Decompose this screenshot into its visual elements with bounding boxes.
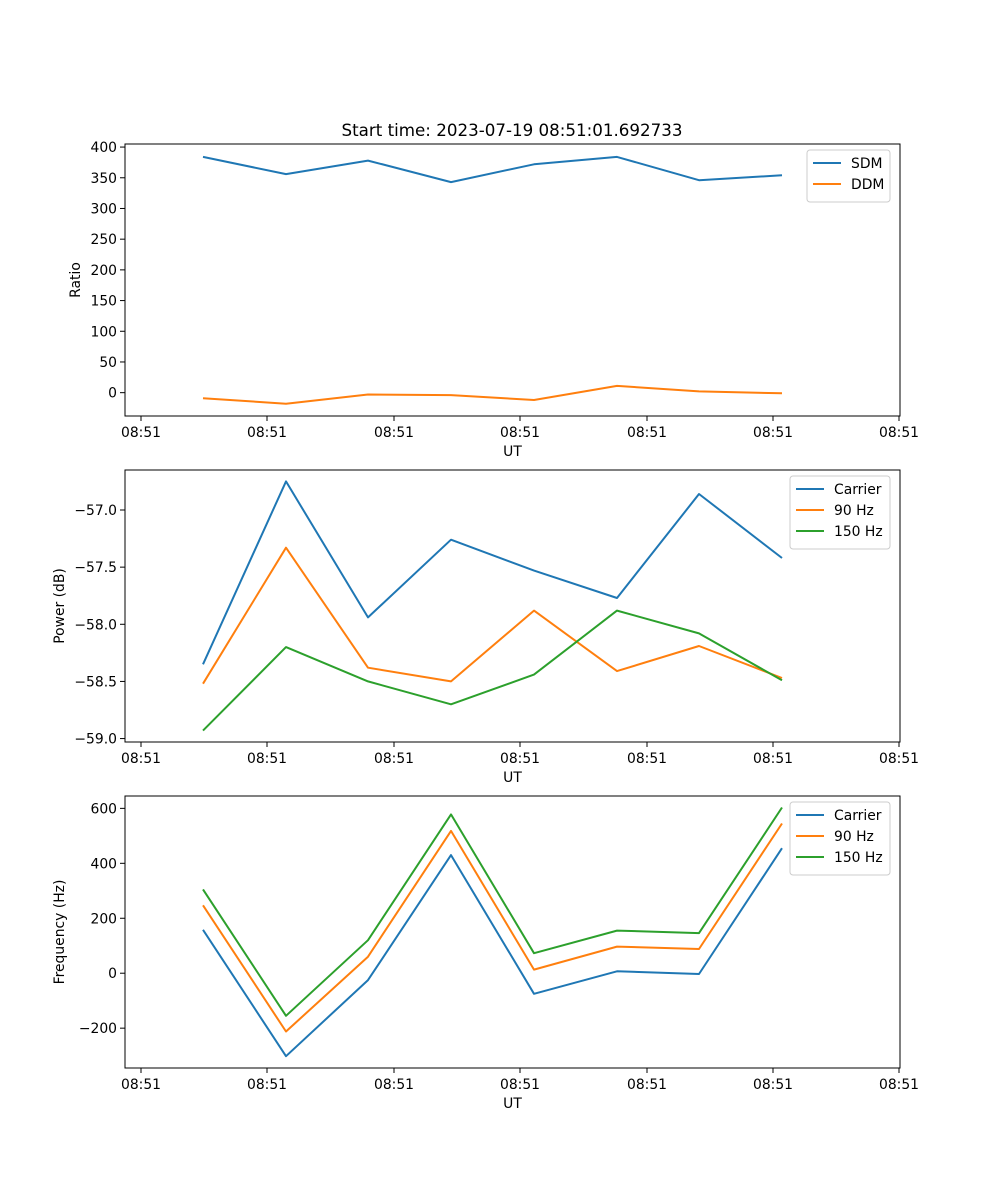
y-axis-label: Ratio <box>68 262 84 298</box>
x-axis-label: UT <box>503 444 522 460</box>
x-tick-label: 08:51 <box>627 425 667 441</box>
legend-label: Carrier <box>834 482 882 498</box>
y-tick-label: −57.5 <box>74 560 117 576</box>
y-tick-label: 400 <box>90 856 117 872</box>
legend-label: 90 Hz <box>834 503 874 519</box>
y-tick-label: 350 <box>90 171 117 187</box>
x-tick-label: 08:51 <box>753 425 793 441</box>
x-tick-label: 08:51 <box>879 425 919 441</box>
x-tick-label: 08:51 <box>879 751 919 767</box>
series-line-carrier <box>202 847 783 1058</box>
legend-label: DDM <box>851 177 884 193</box>
y-tick-label: 200 <box>90 263 117 279</box>
legend-label: 150 Hz <box>834 850 883 866</box>
y-tick-label: 0 <box>108 386 117 402</box>
series-line-90-hz <box>202 822 783 1033</box>
power-panel: −59.0 −58.5 −58.0 −57.5 −57.0 08:51 08:51 08:51… <box>52 469 919 786</box>
x-tick-label: 08:51 <box>247 425 287 441</box>
x-tick-label: 08:51 <box>374 751 414 767</box>
y-tick-label: 300 <box>90 201 117 217</box>
frequency-panel: −200 0 200 400 600 08:51 08:51 08:51 08:51 08:51 0… <box>52 795 919 1112</box>
series-line-sdm <box>202 155 783 184</box>
y-tick-label: 250 <box>90 232 117 248</box>
x-tick-label: 08:51 <box>879 1077 919 1093</box>
series-line-150-hz <box>202 609 783 732</box>
series-line-90-hz <box>202 546 783 685</box>
legend-label: SDM <box>851 156 883 172</box>
series-line-carrier <box>202 480 783 665</box>
x-tick-label: 08:51 <box>121 425 161 441</box>
x-tick-label: 08:51 <box>753 1077 793 1093</box>
chart-title: Start time: 2023-07-19 08:51:01.692733 <box>342 120 683 140</box>
x-tick-label: 08:51 <box>121 1077 161 1093</box>
x-tick-label: 08:51 <box>500 751 540 767</box>
series-line-150-hz <box>202 806 783 1017</box>
y-tick-label: −58.0 <box>74 617 117 633</box>
y-tick-label: 200 <box>90 911 117 927</box>
legend-label: 150 Hz <box>834 524 883 540</box>
y-axis-label: Frequency (Hz) <box>52 880 68 985</box>
x-tick-label: 08:51 <box>753 751 793 767</box>
series-line-ddm <box>202 384 783 405</box>
y-tick-label: 0 <box>108 966 117 982</box>
x-tick-label: 08:51 <box>500 425 540 441</box>
x-tick-label: 08:51 <box>247 1077 287 1093</box>
ratio-panel: 0 50 100 150 200 250 300 350 400 08:51 08:51 08:51 0… <box>68 140 919 460</box>
legend-label: 90 Hz <box>834 829 874 845</box>
y-tick-label: −58.5 <box>74 674 117 690</box>
x-tick-label: 08:51 <box>247 751 287 767</box>
y-tick-label: 600 <box>90 801 117 817</box>
axes-frame <box>124 469 901 743</box>
x-tick-label: 08:51 <box>374 425 414 441</box>
x-tick-label: 08:51 <box>627 751 667 767</box>
y-tick-label: −200 <box>79 1021 117 1037</box>
x-axis-label: UT <box>503 1096 522 1112</box>
x-tick-label: 08:51 <box>627 1077 667 1093</box>
axes-frame <box>124 143 901 417</box>
x-tick-label: 08:51 <box>500 1077 540 1093</box>
x-tick-label: 08:51 <box>121 751 161 767</box>
y-tick-label: 150 <box>90 294 117 310</box>
x-axis-label: UT <box>503 770 522 786</box>
y-tick-label: −59.0 <box>74 732 117 748</box>
x-tick-label: 08:51 <box>374 1077 414 1093</box>
axes-frame <box>124 795 901 1069</box>
y-tick-label: 50 <box>99 355 117 371</box>
y-tick-label: 400 <box>90 140 117 156</box>
y-axis-label: Power (dB) <box>52 568 68 644</box>
y-tick-label: −57.0 <box>74 503 117 519</box>
legend-label: Carrier <box>834 808 882 824</box>
y-tick-label: 100 <box>90 324 117 340</box>
